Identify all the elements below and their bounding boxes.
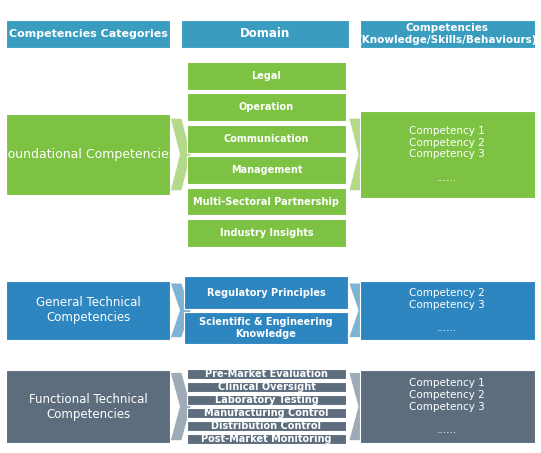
Text: General Technical
Competencies: General Technical Competencies (36, 296, 141, 324)
Text: Scientific & Engineering
Knowledge: Scientific & Engineering Knowledge (199, 317, 333, 339)
Polygon shape (349, 283, 370, 337)
FancyBboxPatch shape (187, 93, 346, 121)
FancyBboxPatch shape (187, 421, 346, 431)
Text: Management: Management (230, 165, 302, 175)
FancyBboxPatch shape (181, 20, 349, 48)
FancyBboxPatch shape (360, 20, 535, 48)
FancyBboxPatch shape (187, 395, 346, 405)
Text: Manufacturing Control: Manufacturing Control (204, 408, 329, 418)
Text: Competency 1
Competency 2
Competency 3

......: Competency 1 Competency 2 Competency 3 .… (409, 378, 485, 435)
FancyBboxPatch shape (187, 408, 346, 418)
FancyBboxPatch shape (187, 382, 346, 392)
Text: Domain: Domain (240, 28, 290, 40)
Polygon shape (349, 118, 370, 191)
FancyBboxPatch shape (187, 219, 346, 247)
Text: Regulatory Principles: Regulatory Principles (207, 288, 325, 298)
FancyBboxPatch shape (360, 281, 535, 340)
Text: Communication: Communication (224, 134, 309, 144)
Text: Pre-Market Evaluation: Pre-Market Evaluation (205, 369, 328, 379)
FancyBboxPatch shape (187, 125, 346, 153)
FancyBboxPatch shape (6, 371, 170, 443)
FancyBboxPatch shape (6, 114, 170, 195)
Text: Laboratory Testing: Laboratory Testing (215, 395, 318, 405)
Text: Functional Technical
Competencies: Functional Technical Competencies (29, 393, 148, 420)
Polygon shape (170, 118, 191, 191)
FancyBboxPatch shape (187, 434, 346, 444)
Polygon shape (170, 372, 191, 440)
Text: Competencies
(Knowledge/Skills/Behaviours): Competencies (Knowledge/Skills/Behaviour… (358, 23, 537, 45)
Text: Clinical Oversight: Clinical Oversight (217, 382, 315, 392)
Text: Operation: Operation (239, 102, 294, 112)
FancyBboxPatch shape (187, 62, 346, 90)
Text: Multi-Sectoral Partnership: Multi-Sectoral Partnership (194, 197, 339, 207)
Text: Foundational Competencies: Foundational Competencies (1, 148, 176, 161)
FancyBboxPatch shape (187, 188, 346, 216)
Text: Distribution Control: Distribution Control (212, 421, 321, 431)
Text: Legal: Legal (252, 71, 281, 81)
FancyBboxPatch shape (360, 371, 535, 443)
Polygon shape (349, 372, 370, 440)
FancyBboxPatch shape (6, 281, 170, 340)
Text: Competency 1
Competency 2
Competency 3

......: Competency 1 Competency 2 Competency 3 .… (409, 126, 485, 183)
Polygon shape (170, 283, 191, 337)
FancyBboxPatch shape (184, 276, 348, 309)
FancyBboxPatch shape (184, 312, 348, 344)
FancyBboxPatch shape (360, 111, 535, 198)
Text: Industry Insights: Industry Insights (220, 228, 313, 238)
Text: Competencies Categories: Competencies Categories (9, 29, 168, 39)
FancyBboxPatch shape (187, 369, 346, 379)
Text: Competency 2
Competency 3

......: Competency 2 Competency 3 ...... (409, 288, 485, 333)
FancyBboxPatch shape (187, 156, 346, 184)
FancyBboxPatch shape (6, 20, 170, 48)
Text: Post-Market Monitoring: Post-Market Monitoring (201, 434, 332, 444)
